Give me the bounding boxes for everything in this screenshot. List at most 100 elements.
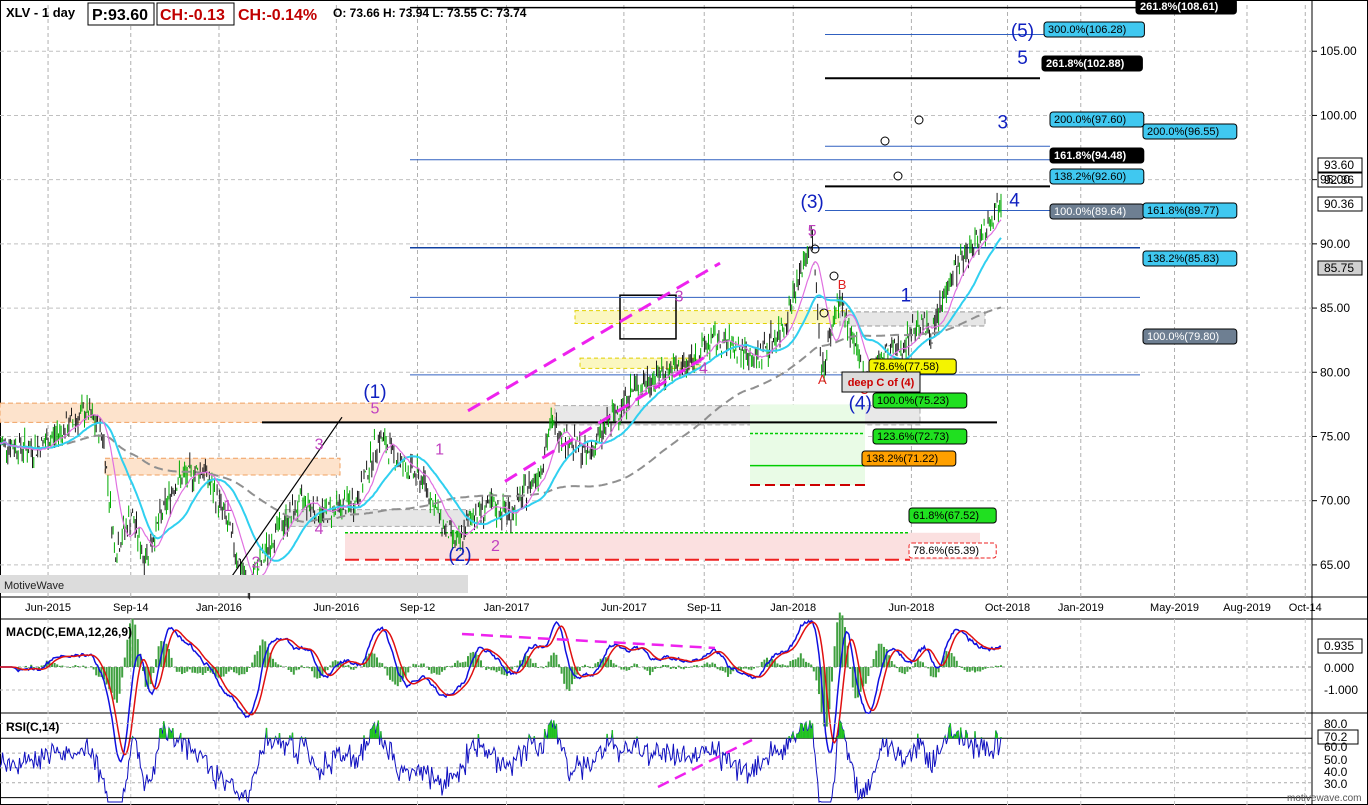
fib-tag-text: 123.6%(72.73) bbox=[877, 431, 949, 443]
price-tag-text: 90.36 bbox=[1324, 197, 1354, 211]
fib-tag-text: 200.0%(97.60) bbox=[1054, 114, 1126, 126]
fib-tag-box bbox=[1142, 202, 1238, 219]
fib-tag-text: 138.2%(85.83) bbox=[1147, 253, 1219, 265]
change-value: CH:-0.13 bbox=[160, 7, 225, 24]
fib-tag-box bbox=[1049, 111, 1145, 128]
fib-tag-text: 138.2%(92.60) bbox=[1054, 171, 1126, 183]
fib-tag: 138.2%(85.83) bbox=[1142, 250, 1238, 267]
x-tick-label: Jan-2019 bbox=[1058, 602, 1104, 614]
wave-label: 5 bbox=[808, 223, 817, 240]
rsi-tick-label: 50.0 bbox=[1324, 753, 1348, 767]
fib-tag-box bbox=[872, 428, 968, 445]
macd-tick-label: 0.935 bbox=[1324, 639, 1354, 653]
rsi-tick-label: 60.0 bbox=[1324, 740, 1348, 754]
axis-labels: Jun-2015 Sep-14 Jan-2016 Jun-2016 Sep-12 Jan-… bbox=[25, 44, 1357, 614]
x-tick-label: Jun-2016 bbox=[313, 602, 359, 614]
wave-label: (4) bbox=[849, 394, 872, 415]
zone-yellow-2 bbox=[579, 357, 701, 369]
fib-tag-text: 61.8%(67.52) bbox=[913, 510, 979, 522]
macd-series: 0.935 0.000 -1.000 bbox=[0, 612, 1363, 763]
rsi-tick-label: 70.2 bbox=[1324, 730, 1348, 744]
x-tick-label: Jan-2017 bbox=[484, 602, 530, 614]
fib-tag: 100.0%(89.64) bbox=[1049, 203, 1145, 220]
fib-tag: 61.8%(67.52) bbox=[908, 507, 997, 524]
fib-tag-box bbox=[1135, 0, 1237, 15]
macd-divergence-line bbox=[461, 632, 716, 650]
x-tick-label: Jan-2016 bbox=[196, 602, 242, 614]
fib-tag-text: 161.8%(94.48) bbox=[1054, 150, 1126, 162]
fib-tag-text: 100.0%(89.64) bbox=[1054, 206, 1126, 218]
x-tick-label: Oct-2018 bbox=[985, 602, 1030, 614]
fib-tag-text: 100.0%(75.23) bbox=[877, 395, 949, 407]
fib-lines bbox=[262, 6, 1140, 561]
price-tag-box bbox=[1317, 157, 1363, 173]
fib-tag-box bbox=[861, 450, 957, 467]
wave-circle-marker bbox=[914, 115, 924, 125]
x-tick-label: Jun-2017 bbox=[601, 602, 647, 614]
impulse-trendline bbox=[221, 416, 343, 591]
x-tick-label: May-2019 bbox=[1150, 602, 1199, 614]
y-tick-label: 75.00 bbox=[1320, 429, 1350, 443]
fib-tag-box bbox=[1043, 21, 1145, 38]
fib-tag-box bbox=[1049, 147, 1145, 164]
x-tick-label: Aug-2019 bbox=[1223, 602, 1271, 614]
price-tag-text: 85.75 bbox=[1324, 261, 1354, 275]
wave-label: 1 bbox=[901, 286, 912, 307]
fib-tag: 261.8%(102.88) bbox=[1041, 55, 1143, 72]
channel-lower bbox=[504, 355, 706, 483]
price-tag-box bbox=[1317, 196, 1363, 212]
wave-circle-marker bbox=[829, 271, 839, 281]
fib-tag: 78.6%(77.58) bbox=[868, 358, 957, 375]
footer-credit: motivewave.com bbox=[1287, 793, 1361, 804]
fib-tag-text: 261.8%(102.88) bbox=[1046, 58, 1125, 70]
fib-tag-text: 100.0%(79.80) bbox=[1147, 331, 1219, 343]
y-tick-label: 105.00 bbox=[1320, 44, 1357, 58]
fib-tag-text: 261.8%(108.61) bbox=[1140, 1, 1219, 13]
fib-tag-text: 200.0%(96.55) bbox=[1147, 126, 1219, 138]
wave-label: 4 bbox=[315, 521, 324, 538]
price-tag-text: 92.36 bbox=[1324, 173, 1354, 187]
zone-green bbox=[750, 404, 865, 486]
y-tick-label: 65.00 bbox=[1320, 558, 1350, 572]
zone-orange-mid bbox=[104, 457, 341, 476]
wave-label: 2 bbox=[491, 538, 500, 555]
price-tag-text: 93.60 bbox=[1324, 158, 1354, 172]
y-tick-label: 100.00 bbox=[1320, 108, 1357, 122]
fib-tag-box bbox=[908, 507, 997, 524]
ma-mid-line bbox=[0, 237, 1002, 562]
wave-label: A bbox=[818, 372, 827, 387]
watermark-box bbox=[0, 575, 468, 593]
ohlc-values: O: 73.66 H: 73.94 L: 73.55 C: 73.74 bbox=[333, 6, 527, 20]
watermark: MotiveWave bbox=[4, 580, 64, 592]
macd-line bbox=[0, 619, 1002, 763]
y-tick-label: 70.00 bbox=[1320, 494, 1350, 508]
x-tick-label: Jun-2015 bbox=[25, 602, 71, 614]
fib-tag: 123.6%(72.73) bbox=[872, 428, 968, 445]
fib-tag-box bbox=[1142, 328, 1238, 345]
wave-label: 5 bbox=[371, 400, 380, 417]
rsi-tag-box bbox=[1317, 729, 1359, 745]
fib-tag: 261.8%(108.61) bbox=[1135, 0, 1237, 15]
price-value: P:93.60 bbox=[92, 7, 148, 24]
change-box bbox=[156, 2, 235, 26]
price-tag-box bbox=[1317, 172, 1363, 188]
fib-tag-box bbox=[908, 542, 997, 559]
x-tick-label: Sep-12 bbox=[400, 602, 435, 614]
macd-tick-label: 0.000 bbox=[1324, 661, 1354, 675]
fib-tag-text: 161.8%(89.77) bbox=[1147, 205, 1219, 217]
wave-label: (2) bbox=[448, 545, 471, 566]
fib-tag-box bbox=[1142, 250, 1238, 267]
fib-tag: 100.0%(75.23) bbox=[872, 392, 968, 409]
wave-label: 3 bbox=[315, 436, 324, 453]
x-tick-label: Sep-14 bbox=[113, 602, 148, 614]
fib-tag: 161.8%(89.77) bbox=[1142, 202, 1238, 219]
macd-tick-label: -1.000 bbox=[1324, 683, 1358, 697]
rsi-tick-label: 80.0 bbox=[1324, 717, 1348, 731]
fib-tag-text: 300.0%(106.28) bbox=[1048, 24, 1126, 36]
wave-circle-marker bbox=[880, 136, 890, 146]
y-tick-label: 95.00 bbox=[1320, 173, 1350, 187]
change-pct-value: CH:-0.14% bbox=[238, 7, 317, 24]
fib-tag-text: 78.6%(65.39) bbox=[913, 545, 979, 557]
